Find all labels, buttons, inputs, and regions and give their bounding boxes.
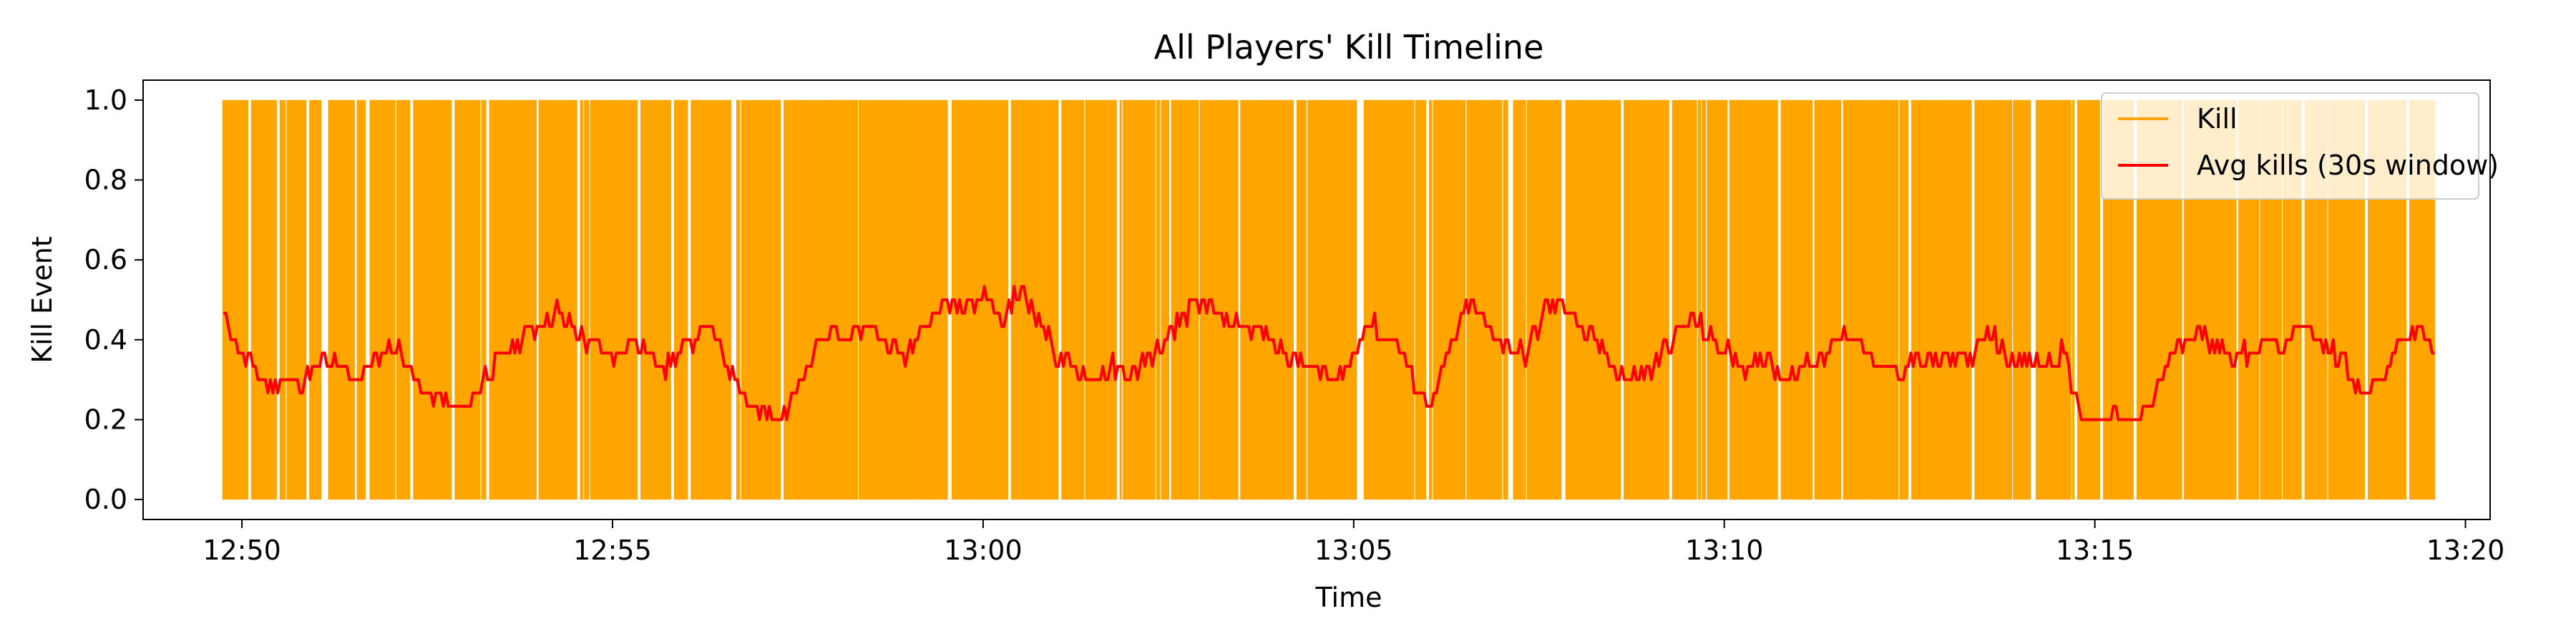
legend-kill-label: Kill [2197,103,2238,135]
x-tick-label: 13:05 [1314,535,1393,566]
avg-kills-line-group [223,285,2435,421]
x-tick-label: 12:55 [573,535,652,566]
y-tick-label: 0.0 [84,484,127,515]
x-tick-label: 13:00 [944,535,1023,566]
legend-box [2101,92,2479,200]
legend-avg-label: Avg kills (30s window) [2197,150,2499,181]
y-tick-label: 0.2 [84,404,127,436]
x-tick-label: 13:15 [2056,535,2135,566]
y-tick-label: 0.8 [84,165,127,196]
x-axis-label: Time [1315,582,1382,613]
y-axis: 0.0 0.2 0.4 0.6 0.8 1.0 [84,84,143,515]
y-tick-label: 1.0 [84,84,127,116]
y-tick-label: 0.4 [84,324,127,356]
y-tick-label: 0.6 [84,244,127,275]
x-tick-label: 12:50 [203,535,281,566]
x-tick-label: 13:10 [1685,535,1764,566]
legend: Kill Avg kills (30s window) [2101,92,2499,200]
chart-title: All Players' Kill Timeline [1154,28,1544,67]
plot-frame [142,79,2491,520]
x-axis: 12:50 12:55 13:00 13:05 13:10 13:15 13:20 [203,519,2504,566]
y-axis-label: Kill Event [26,236,58,364]
avg-kills-line [223,285,2435,421]
x-tick-label: 13:20 [2426,535,2505,566]
